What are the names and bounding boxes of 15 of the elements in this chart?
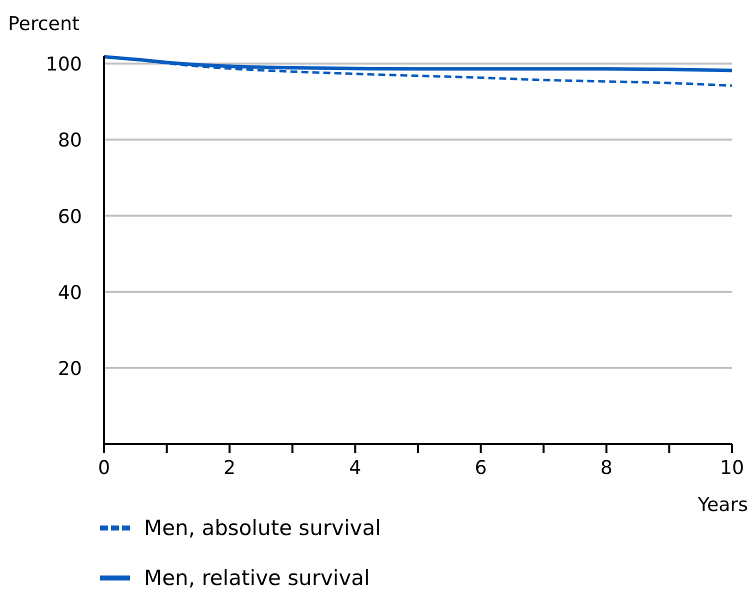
y-tick-label: 60 [58, 206, 82, 228]
x-tick-label: 2 [224, 457, 236, 479]
legend-label: Men, relative survival [144, 566, 370, 590]
y-tick-label: 20 [58, 358, 82, 380]
legend-label: Men, absolute survival [144, 516, 381, 540]
y-tick-label: 80 [58, 130, 82, 152]
x-tick-label: 6 [474, 457, 487, 479]
y-tick-label: 100 [46, 54, 82, 76]
y-axis-title: Percent [8, 13, 80, 35]
y-tick-label: 40 [58, 282, 82, 304]
x-tick-label: 0 [98, 457, 110, 479]
x-tick-label: 10 [720, 457, 744, 479]
x-axis-title: Years [696, 494, 748, 516]
x-tick-label: 8 [600, 457, 612, 479]
x-tick-label: 4 [349, 457, 362, 479]
